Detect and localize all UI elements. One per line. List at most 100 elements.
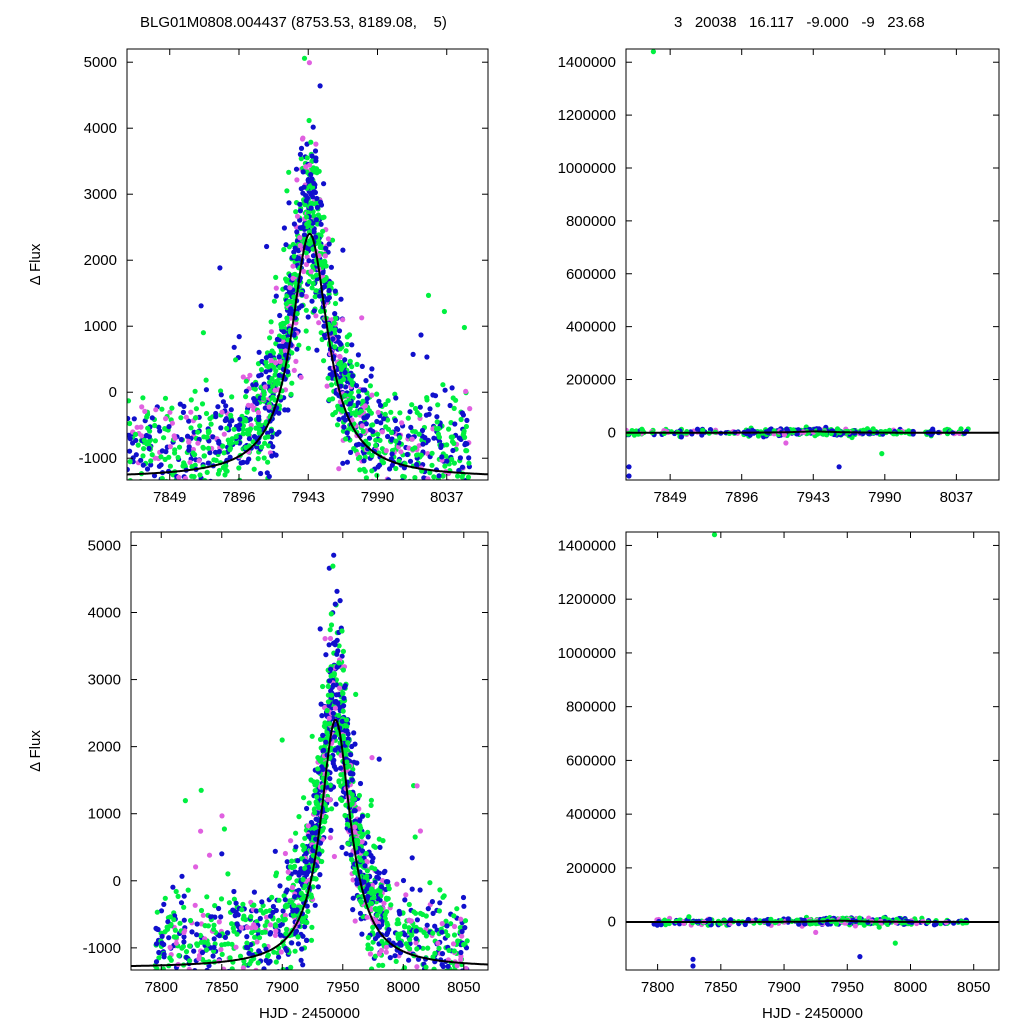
data-point-blue (153, 941, 160, 947)
data-point-magenta (294, 177, 300, 183)
data-point-green (247, 961, 253, 967)
data-point-green (374, 472, 380, 478)
data-point-green (303, 328, 309, 334)
data-point-blue (297, 217, 303, 223)
data-point-blue (305, 314, 311, 320)
x-tick-label: 7900 (767, 979, 800, 996)
data-point-green (182, 798, 188, 804)
data-point-magenta (364, 914, 370, 920)
data-point-green (265, 364, 272, 370)
y-tick-label: 3000 (84, 186, 117, 203)
data-point-green (462, 434, 468, 440)
data-point-magenta (293, 358, 299, 364)
data-point-blue (387, 466, 393, 472)
data-point-blue (349, 342, 355, 348)
data-point-green (363, 475, 369, 480)
data-point-blue (156, 424, 162, 430)
data-point-magenta (172, 435, 178, 441)
data-point-green (431, 474, 437, 480)
data-point-green (308, 937, 315, 943)
data-point-green (349, 800, 355, 807)
data-point-blue (336, 416, 342, 422)
data-point-blue (153, 959, 160, 965)
data-point-green (290, 912, 296, 918)
data-point-magenta (417, 828, 423, 834)
data-point-green (258, 367, 265, 373)
data-point-green (347, 392, 353, 398)
data-point-blue (353, 442, 360, 448)
data-point-blue (317, 840, 323, 846)
data-point-green (183, 949, 190, 955)
data-point-green (400, 473, 406, 479)
data-point-magenta (282, 348, 288, 354)
data-point-green (315, 212, 321, 218)
data-point-green (332, 344, 338, 350)
data-point-blue (414, 917, 420, 923)
data-point-blue (199, 949, 206, 956)
data-point-blue (336, 328, 343, 334)
y-tick-label: 400000 (566, 806, 616, 823)
data-point-green (325, 733, 331, 739)
data-point-blue (334, 651, 340, 657)
y-tick-label: 400000 (566, 319, 616, 336)
data-point-blue (342, 417, 348, 423)
data-point-green (234, 931, 240, 937)
data-point-green (314, 794, 320, 800)
data-point-green (224, 425, 230, 431)
data-point-blue (144, 466, 151, 472)
data-point-magenta (285, 869, 291, 875)
data-point-blue (360, 387, 366, 393)
data-point-green (207, 416, 213, 422)
data-point-blue (186, 447, 192, 453)
data-point-blue (138, 457, 144, 463)
panel-top-right: 7849 7896 7943 7990 8037 0 200000 400000 600000 8… (558, 48, 1000, 506)
data-point-green (305, 908, 311, 915)
data-point-magenta (187, 459, 193, 465)
data-point-blue (218, 392, 224, 398)
data-point-green (325, 699, 331, 705)
model-curve (127, 232, 488, 476)
data-point-green (252, 386, 258, 392)
data-point-blue (216, 449, 222, 455)
data-point-green (161, 435, 167, 441)
model-curve (626, 430, 999, 434)
data-point-green (321, 214, 327, 220)
data-point-magenta (409, 436, 415, 442)
data-point-green (639, 426, 645, 432)
data-point-blue (464, 486, 469, 491)
data-point-blue (236, 334, 242, 340)
data-point-green (451, 405, 457, 411)
data-point-blue (396, 908, 402, 915)
data-point-blue (392, 417, 398, 424)
data-point-blue (374, 874, 380, 880)
data-point-green (237, 477, 243, 480)
data-point-blue (276, 429, 282, 435)
data-point-blue (389, 437, 395, 443)
data-point-green (337, 346, 343, 352)
data-point-green (338, 366, 344, 372)
data-point-green (197, 977, 202, 982)
x-tick-label: 8050 (957, 979, 990, 996)
data-point-green (365, 829, 371, 836)
data-point-green (349, 856, 355, 863)
data-point-blue (381, 974, 386, 979)
data-point-magenta (403, 892, 409, 898)
data-point-blue (742, 921, 748, 928)
data-point-green (343, 436, 349, 442)
header-right-text: 3 20038 16.117 -9.000 -9 23.68 (674, 14, 925, 31)
data-point-green (360, 398, 366, 404)
data-point-green (328, 382, 335, 388)
data-point-green (410, 446, 416, 452)
data-point-magenta (852, 923, 859, 929)
x-tick-label: 7850 (704, 979, 737, 996)
y-tick-label: 4000 (84, 120, 117, 137)
data-point-blue (459, 928, 465, 935)
data-point-green (171, 934, 177, 940)
data-point-blue (344, 430, 350, 436)
data-point-blue (930, 426, 936, 432)
data-point-green (255, 960, 261, 966)
data-point-green (205, 445, 212, 451)
data-point-green (350, 382, 356, 388)
data-point-blue (216, 438, 222, 445)
data-point-green (336, 643, 342, 649)
